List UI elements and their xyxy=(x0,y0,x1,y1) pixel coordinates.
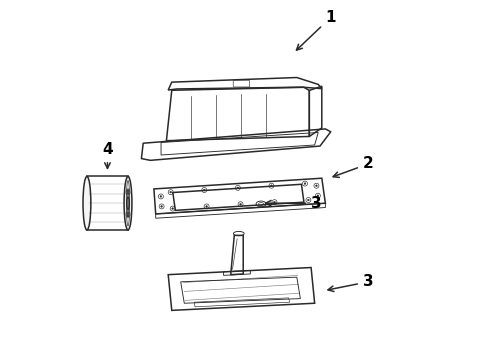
Circle shape xyxy=(316,185,318,186)
Circle shape xyxy=(161,206,163,207)
Circle shape xyxy=(170,191,172,193)
Circle shape xyxy=(206,206,207,207)
Circle shape xyxy=(273,201,275,203)
Text: 3: 3 xyxy=(328,274,373,292)
Circle shape xyxy=(270,185,272,186)
Circle shape xyxy=(317,195,319,197)
Text: 1: 1 xyxy=(296,10,336,50)
Circle shape xyxy=(203,189,205,191)
Text: 2: 2 xyxy=(333,157,373,177)
Text: 4: 4 xyxy=(102,142,113,168)
Circle shape xyxy=(160,195,162,197)
Circle shape xyxy=(304,183,306,184)
Circle shape xyxy=(308,199,309,201)
Circle shape xyxy=(237,187,239,189)
Ellipse shape xyxy=(83,176,91,230)
Circle shape xyxy=(240,203,242,205)
Ellipse shape xyxy=(124,176,132,230)
Text: 3: 3 xyxy=(266,196,322,211)
Circle shape xyxy=(172,208,173,210)
